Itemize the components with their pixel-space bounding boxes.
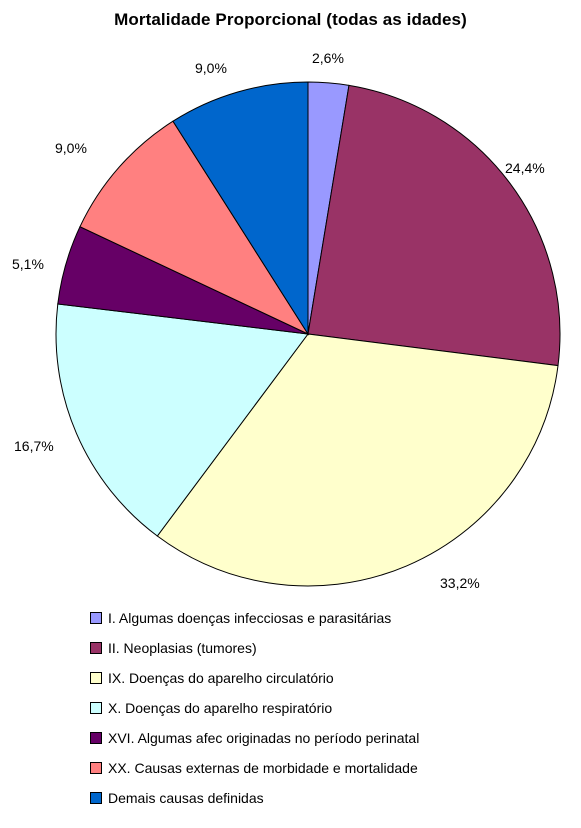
legend-label: II. Neoplasias (tumores): [108, 640, 257, 656]
legend-item: II. Neoplasias (tumores): [90, 633, 570, 663]
legend-label: XVI. Algumas afec originadas no período …: [108, 730, 420, 746]
pie-svg: [55, 81, 561, 587]
legend-item: IX. Doenças do aparelho circulatório: [90, 663, 570, 693]
chart-title: Mortalidade Proporcional (todas as idade…: [114, 10, 467, 29]
legend-swatch: [90, 792, 102, 804]
legend-item: I. Algumas doenças infecciosas e parasit…: [90, 603, 570, 633]
slice-data-label: 24,4%: [505, 160, 545, 176]
legend: I. Algumas doenças infecciosas e parasit…: [90, 603, 570, 813]
legend-swatch: [90, 702, 102, 714]
legend-swatch: [90, 762, 102, 774]
legend-item: XVI. Algumas afec originadas no período …: [90, 723, 570, 753]
legend-item: XX. Causas externas de morbidade e morta…: [90, 753, 570, 783]
legend-swatch: [90, 732, 102, 744]
legend-label: XX. Causas externas de morbidade e morta…: [108, 760, 418, 776]
pie-slice: [79, 120, 310, 336]
pie-slice: [55, 303, 309, 537]
slice-data-label: 33,2%: [440, 575, 480, 591]
legend-swatch: [90, 642, 102, 654]
slice-data-label: 5,1%: [12, 256, 44, 272]
slice-data-label: 9,0%: [195, 60, 227, 76]
legend-label: I. Algumas doenças infecciosas e parasit…: [108, 610, 392, 626]
pie-slice: [307, 84, 561, 367]
pie-slice: [156, 333, 559, 587]
legend-swatch: [90, 672, 102, 684]
slice-data-label: 16,7%: [14, 438, 54, 454]
slice-data-label: 9,0%: [55, 140, 87, 156]
slice-data-label: 2,6%: [312, 50, 344, 66]
legend-label: X. Doenças do aparelho respiratório: [108, 700, 333, 716]
legend-label: Demais causas definidas: [108, 790, 264, 806]
legend-label: IX. Doenças do aparelho circulatório: [108, 670, 334, 686]
legend-item: X. Doenças do aparelho respiratório: [90, 693, 570, 723]
legend-swatch: [90, 612, 102, 624]
legend-item: Demais causas definidas: [90, 783, 570, 813]
pie-slice: [172, 81, 309, 336]
